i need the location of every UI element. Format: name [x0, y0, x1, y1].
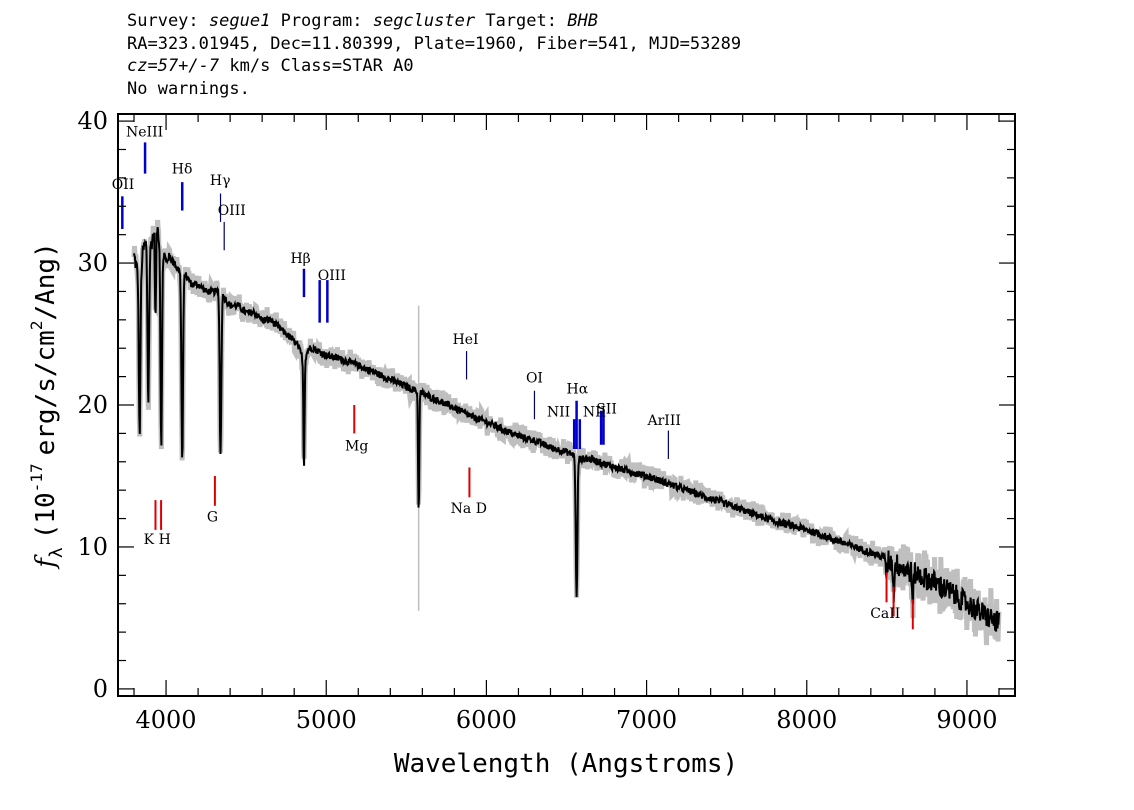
emission-label-10: NII	[547, 404, 570, 420]
survey-value: segue1	[208, 11, 271, 31]
emission-label-1: NeIII	[126, 125, 163, 141]
emission-label-12: NII	[583, 404, 606, 420]
absorption-label-0: K H	[144, 532, 171, 548]
y-tick-label-10: 10	[77, 533, 108, 561]
x-tick-label-7000: 7000	[616, 706, 677, 734]
target-value: BHB	[567, 11, 598, 31]
spectrum-header: Survey: segue1 Program: segcluster Targe…	[127, 10, 1027, 100]
x-tick-label-6000: 6000	[456, 706, 517, 734]
emission-label-0: OII	[112, 177, 135, 193]
absorption-label-1: G	[207, 509, 218, 525]
emission-label-8: HeI	[453, 332, 479, 348]
x-tick-label-5000: 5000	[296, 706, 357, 734]
x-tick-label-4000: 4000	[136, 706, 197, 734]
y-axis-title: fλ(10-17erg/s/cm2/Ang)	[27, 242, 67, 570]
emission-label-9: OI	[526, 370, 543, 386]
y-axis: 0 10 20 30 40	[77, 107, 1015, 703]
header-line-redshift: cz=57+/-7 km/s Class=STAR A0	[127, 56, 414, 76]
emission-label-13: SII	[596, 402, 617, 418]
flux-line	[133, 227, 1000, 632]
emission-line-markers	[121, 142, 669, 459]
emission-label-3: Hγ	[210, 173, 231, 189]
x-tick-label-8000: 8000	[776, 706, 837, 734]
y-tick-label-40: 40	[77, 107, 108, 135]
header-line-survey: Survey: segue1 Program: segcluster Targe…	[127, 11, 598, 31]
absorption-line-markers	[154, 405, 914, 630]
header-line-coordinates: RA=323.01945, Dec=11.80399, Plate=1960, …	[127, 33, 742, 54]
y-tick-label-0: 0	[93, 675, 108, 703]
plot-content	[121, 142, 1002, 646]
absorption-label-4: CaII	[870, 606, 900, 622]
x-axis: 4000 5000 6000 7000 8000 9000	[133, 114, 1000, 734]
program-value: segcluster	[372, 11, 476, 31]
cz-value: cz=57+/-7	[127, 56, 220, 76]
emission-label-6: OIII	[318, 268, 346, 284]
emission-label-5: Hβ	[290, 251, 310, 267]
noise-band	[131, 219, 1002, 646]
emission-label-2: Hδ	[172, 162, 193, 178]
absorption-label-2: Mg	[345, 438, 368, 454]
y-tick-label-20: 20	[77, 391, 108, 419]
y-tick-label-30: 30	[77, 249, 108, 277]
emission-label-11: Hα	[567, 382, 589, 398]
absorption-label-3: Na D	[451, 501, 487, 517]
line-labels: OIINeIIIHδHγOIIIHβOIIIHeIOINIIHαNIISIIAr…	[112, 125, 901, 622]
emission-label-4: OIII	[218, 203, 246, 219]
x-axis-title: Wavelength (Angstroms)	[394, 749, 738, 779]
x-tick-label-9000: 9000	[936, 706, 997, 734]
emission-label-15: ArIII	[647, 413, 681, 429]
header-line-warnings: No warnings.	[127, 78, 250, 99]
